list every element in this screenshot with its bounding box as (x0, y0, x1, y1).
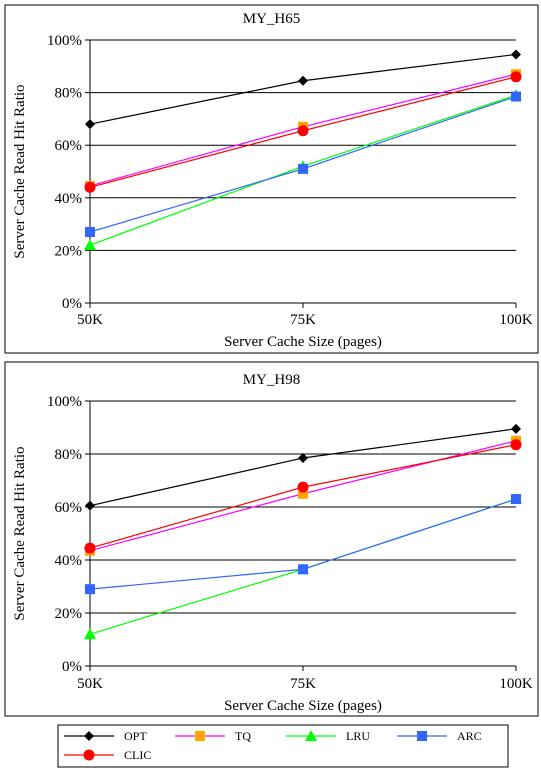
x-axis-label: Server Cache Size (pages) (224, 698, 382, 714)
y-tick-label: 100% (47, 394, 82, 410)
data-point-clic (84, 181, 96, 193)
data-point-arc (511, 91, 521, 102)
data-point-opt (298, 452, 308, 463)
series-line-opt (89, 53, 517, 125)
legend-marker-opt (84, 731, 94, 741)
data-point-arc (85, 226, 95, 237)
y-tick-label: 40% (55, 553, 83, 569)
y-tick-label: 80% (55, 86, 83, 102)
data-point-opt (298, 75, 308, 86)
y-tick-label: 60% (55, 138, 83, 154)
legend-label-opt: OPT (124, 729, 147, 743)
data-point-arc (298, 163, 308, 174)
legend-label-tq: TQ (235, 729, 251, 743)
data-point-opt (511, 423, 521, 434)
x-tick-label: 50K (77, 676, 103, 692)
data-point-tq (298, 488, 308, 499)
legend-marker-lru (305, 730, 317, 741)
data-point-clic (84, 542, 96, 554)
data-point-clic (297, 481, 309, 493)
y-axis-label: Server Cache Read Hit Ratio (12, 84, 28, 258)
legend: OPT TQ LRU ARC CLIC (57, 724, 509, 768)
data-point-lru (84, 239, 96, 251)
data-point-opt (85, 500, 95, 511)
data-point-clic (510, 71, 522, 83)
y-tick-label: 0% (62, 296, 82, 312)
chart-title: MY_H65 (243, 11, 301, 27)
legend-label-arc: ARC (457, 729, 482, 743)
y-tick-label: 20% (55, 606, 83, 622)
x-tick-label: 100K (499, 676, 533, 692)
x-tick-label: 100K (499, 312, 533, 328)
x-tick-label: 50K (77, 312, 103, 328)
data-point-clic (297, 125, 309, 137)
data-point-opt (511, 49, 521, 60)
y-tick-label: 100% (47, 33, 82, 49)
x-axis-label: Server Cache Size (pages) (224, 334, 382, 350)
legend-marker-tq (195, 731, 205, 741)
legend-marker-clic (83, 749, 95, 761)
chart-frame (4, 4, 539, 354)
data-point-arc (511, 494, 521, 505)
data-point-opt (85, 119, 95, 130)
x-tick-label: 75K (290, 676, 316, 692)
data-point-clic (510, 439, 522, 451)
y-tick-label: 80% (55, 447, 83, 463)
data-point-arc (298, 564, 308, 575)
legend-marker-arc (417, 731, 427, 741)
legend-box (57, 724, 509, 768)
chart-frame (4, 361, 539, 717)
x-tick-label: 75K (290, 312, 316, 328)
y-tick-label: 20% (55, 243, 83, 259)
data-point-lru (84, 628, 96, 640)
y-tick-label: 40% (55, 191, 83, 207)
chart-panel-1: MY_H65 0% 20% 40% 60% 80% 100% 50K 75K 100K Server… (4, 4, 539, 354)
legend-label-clic: CLIC (124, 748, 151, 762)
y-tick-label: 60% (55, 500, 83, 516)
series-line-arc (89, 498, 517, 590)
chart-title: MY_H98 (243, 372, 301, 388)
y-axis-label: Server Cache Read Hit Ratio (12, 446, 28, 620)
y-tick-label: 0% (62, 659, 82, 675)
legend-label-lru: LRU (346, 729, 370, 743)
chart-panel-2: MY_H98 0% 20% 40% 60% 80% 100% 50K 75K 100K Server… (4, 361, 539, 717)
data-point-arc (85, 584, 95, 595)
